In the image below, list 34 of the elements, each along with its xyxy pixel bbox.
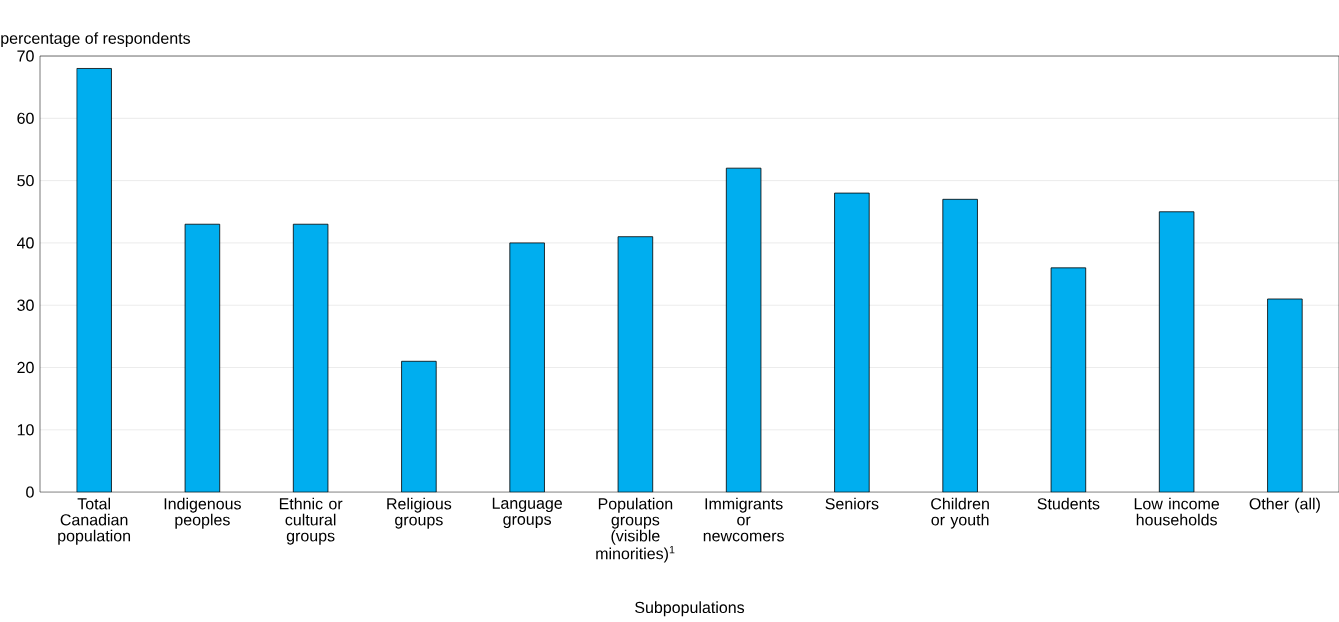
x-tick-label: Language groups (492, 497, 562, 528)
x-tick-label: Ethnic or cultural groups (279, 497, 343, 545)
bar (401, 360, 437, 493)
y-tick-label: 20 (17, 361, 34, 374)
bar (617, 236, 654, 493)
x-axis-title: Subpopulations (635, 601, 745, 617)
bar (292, 223, 329, 493)
y-tick-label: 40 (16, 237, 34, 249)
x-tick-label: Immigrants or newcomers (703, 497, 784, 542)
bar (942, 198, 978, 493)
x-tick-label: Religious groups (387, 497, 452, 529)
y-axis-title: percentage of respondents (1, 32, 191, 47)
y-tick-label: 70 (17, 50, 34, 62)
bar (725, 167, 762, 493)
bar (1050, 267, 1087, 493)
bar (834, 192, 870, 493)
y-tick-label: 10 (17, 424, 34, 436)
x-tick-label: Total Canadian population (58, 497, 131, 545)
x-tick-label: Children or youth (931, 497, 989, 529)
bar (1158, 211, 1195, 493)
y-tick-label: 0 (26, 486, 34, 498)
y-tick-label: 50 (17, 174, 34, 187)
x-tick-label: Low income households (1134, 497, 1220, 526)
x-tick-label: Population groups (visible minorities)$^{1}$ (596, 497, 675, 563)
bar (509, 242, 545, 493)
bar (184, 223, 221, 493)
bar (1267, 298, 1303, 493)
y-tick-label: 30 (17, 299, 34, 311)
bar (76, 68, 112, 493)
x-tick-label: Students (1037, 497, 1100, 510)
x-tick-label: Indigenous peoples (164, 497, 241, 529)
y-tick-label: 60 (17, 112, 34, 124)
x-tick-label: Other (all) (1249, 497, 1320, 513)
x-tick-label: Seniors (825, 497, 879, 510)
